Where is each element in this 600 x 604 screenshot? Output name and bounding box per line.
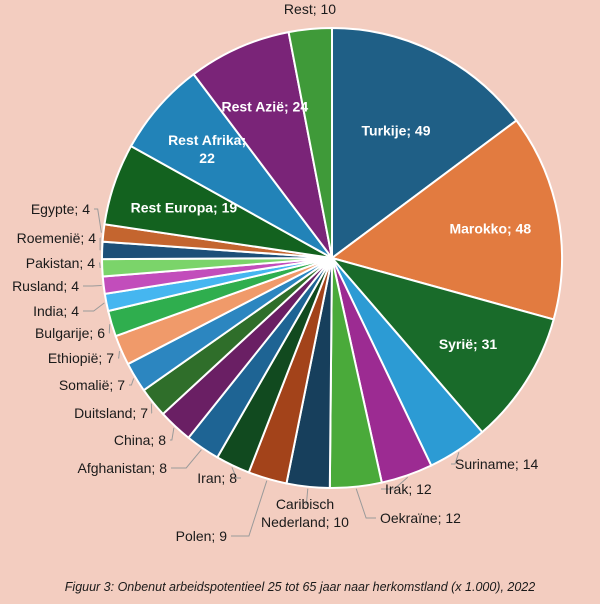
data-label-ethiopi-: Ethiopië; 7: [48, 350, 114, 366]
data-label-line: Marokko; 48: [449, 220, 531, 236]
data-label-line: Bulgarije; 6: [35, 325, 105, 341]
data-label-rest-azi-: Rest Azië; 24: [221, 99, 308, 115]
pie-slices: [100, 26, 564, 489]
leader-line-iran: [231, 467, 241, 479]
leader-line-caribisch-nederland: [305, 488, 309, 505]
data-label-line: China; 8: [114, 432, 166, 448]
data-label-line: Rest Azië; 24: [221, 99, 308, 115]
data-label-afghanistan: Afghanistan; 8: [77, 460, 167, 476]
leader-lines: [83, 208, 460, 537]
data-label-marokko: Marokko; 48: [449, 220, 531, 236]
data-label-line: Rest Afrika;: [168, 132, 246, 148]
data-label-line: Rest; 10: [284, 1, 336, 17]
data-label-egypte: Egypte; 4: [31, 201, 90, 217]
data-label-oekra-ne: Oekraïne; 12: [380, 510, 461, 526]
data-label-line: Turkije; 49: [362, 123, 431, 139]
data-label-roemeni-: Roemenië; 4: [17, 230, 97, 246]
leader-line-china: [170, 427, 175, 441]
data-label-line: Iran; 8: [197, 470, 237, 486]
data-label-somali-: Somalië; 7: [59, 377, 125, 393]
leader-line-rusland: [83, 285, 102, 287]
data-labels: Turkije; 49 Marokko; 48 Syrië; 31 Suriname;…: [12, 1, 538, 544]
data-label-line: Nederland; 10: [261, 514, 349, 530]
leader-line-somali-: [129, 378, 135, 386]
data-label-india: India; 4: [33, 303, 79, 319]
leader-line-india: [83, 302, 105, 312]
data-label-line: India; 4: [33, 303, 79, 319]
leader-line-afghanistan: [171, 449, 202, 469]
data-label-turkije: Turkije; 49: [362, 123, 431, 139]
data-label-line: Afghanistan; 8: [77, 460, 167, 476]
data-label-iran: Iran; 8: [197, 470, 237, 486]
data-label-line: Rusland; 4: [12, 278, 79, 294]
data-label-pakistan: Pakistan; 4: [26, 255, 95, 271]
leader-line-pakistan: [99, 262, 101, 268]
data-label-china: China; 8: [114, 432, 166, 448]
data-label-suriname: Suriname; 14: [455, 456, 538, 472]
data-label-irak: Irak; 12: [385, 481, 432, 497]
leader-line-oekra-ne: [355, 488, 376, 519]
pie-slice-syri-: [329, 256, 555, 434]
data-label-line: Caribisch: [276, 496, 334, 512]
data-label-bulgarije: Bulgarije; 6: [35, 325, 105, 341]
data-label-caribisch-nederland: Caribisch Nederland; 10: [261, 496, 349, 530]
data-label-line: Syrië; 31: [439, 336, 498, 352]
data-label-line: Duitsland; 7: [74, 405, 148, 421]
data-label-line: Oekraïne; 12: [380, 510, 461, 526]
pie-slice-turkije: [331, 26, 518, 260]
data-label-duitsland: Duitsland; 7: [74, 405, 148, 421]
data-label-line: Irak; 12: [385, 481, 432, 497]
data-label-line: Rest Europa; 19: [131, 200, 238, 216]
data-label-line: Pakistan; 4: [26, 255, 95, 271]
pie-slice-rest: [287, 26, 333, 259]
data-label-line: 22: [199, 150, 215, 166]
pie-slice-marokko: [329, 119, 564, 321]
data-label-line: Egypte; 4: [31, 201, 90, 217]
data-label-line: Polen; 9: [176, 528, 228, 544]
data-label-rest-europa: Rest Europa; 19: [131, 200, 238, 216]
data-label-rusland: Rusland; 4: [12, 278, 79, 294]
leader-line-polen: [231, 480, 268, 537]
data-label-line: Suriname; 14: [455, 456, 538, 472]
leader-line-irak: [381, 476, 409, 490]
leader-line-bulgarije: [108, 324, 111, 334]
data-label-line: Roemenië; 4: [17, 230, 97, 246]
leader-line-ethiopi-: [118, 351, 120, 359]
data-label-polen: Polen; 9: [176, 528, 228, 544]
chart-caption: Figuur 3: Onbenut arbeidspotentieel 25 t…: [64, 580, 536, 594]
data-label-line: Somalië; 7: [59, 377, 125, 393]
data-label-line: Ethiopië; 7: [48, 350, 114, 366]
pie-slice-rest-azi-: [192, 30, 333, 259]
leader-line-duitsland: [150, 403, 153, 414]
leader-line-egypte: [94, 208, 102, 233]
data-label-rest-afrika: Rest Afrika; 22: [168, 132, 246, 166]
leader-line-suriname: [451, 452, 460, 465]
data-label-rest: Rest; 10: [284, 1, 336, 17]
data-label-syri-: Syrië; 31: [439, 336, 498, 352]
